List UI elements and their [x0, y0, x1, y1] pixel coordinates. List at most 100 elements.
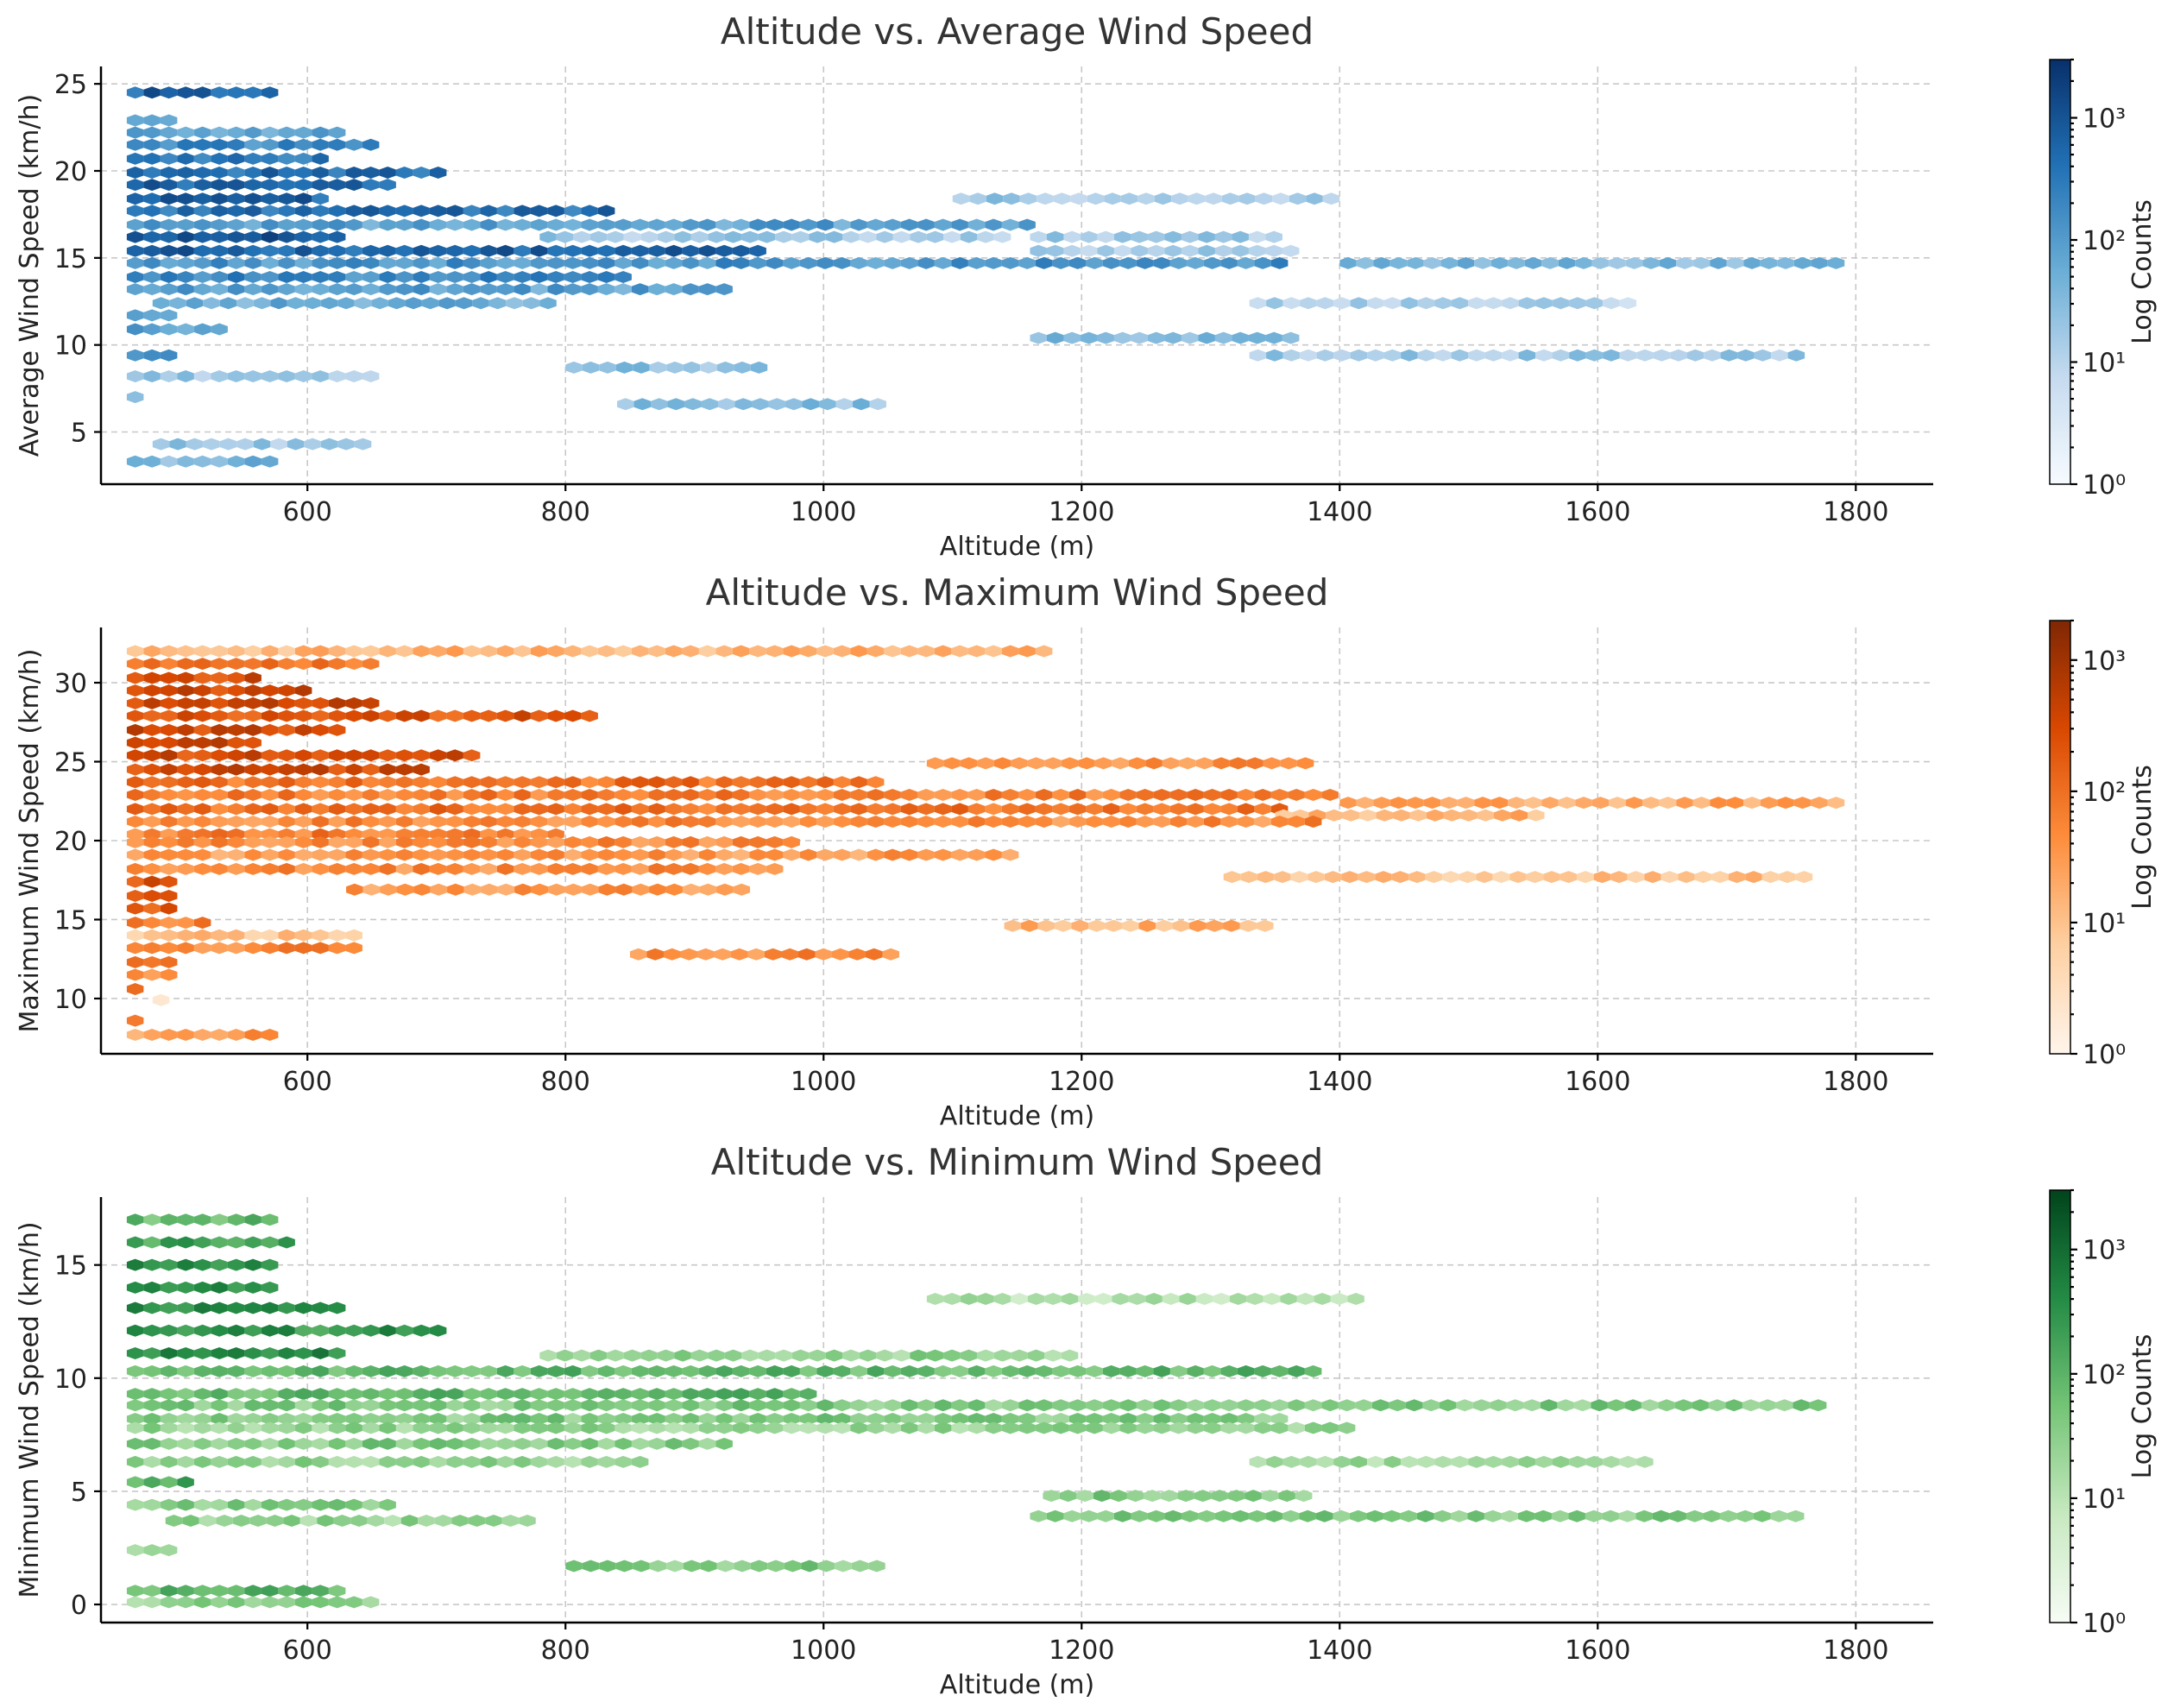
hexbin: [379, 271, 396, 284]
hexbin: [446, 1388, 463, 1401]
hexbin: [1282, 1509, 1300, 1522]
hexbin: [564, 883, 583, 896]
hexbin: [715, 645, 733, 658]
hexbin: [1523, 1399, 1541, 1412]
x-tick-label: 1400: [1307, 497, 1372, 527]
hexbin: [766, 218, 784, 231]
hexbin: [480, 1399, 497, 1412]
hexbin: [413, 1365, 430, 1377]
hexbin: [715, 1412, 733, 1425]
hexbin: [1094, 1293, 1112, 1306]
hexbin: [1577, 871, 1594, 884]
hexbin: [328, 1346, 346, 1359]
hexbin: [648, 848, 665, 861]
x-tick-label: 800: [541, 1067, 590, 1097]
hexbin: [1113, 331, 1131, 344]
y-tick-label: 15: [54, 1251, 87, 1282]
hexbin: [708, 230, 725, 243]
hexbin: [648, 803, 665, 816]
hexbin: [926, 1293, 944, 1306]
hexbin: [261, 1399, 279, 1412]
hexbin: [1315, 1509, 1333, 1522]
hexbin: [211, 152, 228, 165]
hexbin: [1408, 871, 1426, 884]
hexbin: [384, 1514, 401, 1527]
hexbin: [463, 776, 481, 789]
hexbin: [1373, 256, 1390, 269]
hexbin: [1508, 797, 1525, 810]
hexbin: [312, 1399, 329, 1412]
hexbin: [530, 803, 548, 816]
hexbin: [126, 1455, 144, 1468]
hexbin: [193, 645, 211, 658]
hexbin: [244, 1301, 262, 1314]
hexbin: [278, 684, 295, 697]
hexbin: [345, 1498, 362, 1511]
hexbin: [126, 1388, 144, 1401]
hexbin: [967, 1399, 986, 1412]
hexbin: [193, 192, 211, 205]
hexbin: [530, 283, 548, 296]
hexbin: [193, 230, 211, 243]
hexbin: [143, 349, 161, 362]
hexbin: [816, 218, 834, 231]
hexbin: [1585, 349, 1604, 362]
hexbin: [1237, 1365, 1255, 1377]
hexbin: [1232, 331, 1249, 344]
hexbin: [160, 875, 178, 888]
hexbin: [809, 1349, 826, 1362]
hexbin: [934, 1365, 952, 1377]
hexbin: [597, 835, 615, 848]
hexbin: [1793, 797, 1812, 810]
hexbin: [480, 709, 497, 722]
hexbin: [177, 1324, 194, 1337]
hexbin: [749, 1399, 766, 1412]
hexbin: [724, 230, 742, 243]
hexbin: [294, 645, 312, 658]
hexbin: [850, 1399, 867, 1412]
hexbin: [261, 1412, 279, 1425]
hexbin: [1510, 809, 1528, 822]
hexbin: [244, 942, 262, 955]
hexbin: [270, 297, 287, 310]
hexbin: [1181, 1509, 1199, 1522]
hexbin: [1080, 331, 1098, 344]
hexbin: [270, 438, 287, 451]
hexbin: [160, 942, 178, 955]
hexbin: [733, 883, 751, 896]
hexbin: [951, 645, 968, 658]
hexbin: [1777, 797, 1794, 810]
hexbin: [193, 862, 211, 875]
hexbin: [261, 192, 279, 205]
hexbin: [1494, 809, 1511, 822]
hexbin: [193, 917, 211, 930]
hexbin: [294, 1455, 312, 1468]
hexbin: [1625, 256, 1643, 269]
hexbin: [395, 862, 413, 875]
hexbin: [126, 1596, 144, 1609]
hexbin: [581, 1421, 598, 1434]
hexbin: [328, 1498, 346, 1511]
hexbin: [143, 848, 161, 861]
hexbin: [1070, 192, 1087, 205]
hexbin: [177, 763, 194, 776]
hexbin: [379, 788, 396, 801]
hexbin: [926, 757, 944, 770]
hexbin: [480, 271, 497, 284]
hexbin: [278, 803, 295, 816]
hexbin: [993, 230, 1011, 243]
hexbin: [698, 1421, 716, 1434]
hexbin: [294, 658, 312, 671]
hexbin: [1198, 230, 1215, 243]
hexbin: [379, 283, 396, 296]
hexbin: [193, 1258, 211, 1271]
hexbin: [429, 1388, 447, 1401]
hexbin: [429, 776, 447, 789]
hexbin: [1274, 871, 1291, 884]
hexbin: [211, 138, 228, 151]
hexbin: [614, 1455, 632, 1468]
hexbin: [312, 244, 329, 257]
hexbin: [1490, 797, 1509, 810]
hexbin: [278, 776, 295, 789]
